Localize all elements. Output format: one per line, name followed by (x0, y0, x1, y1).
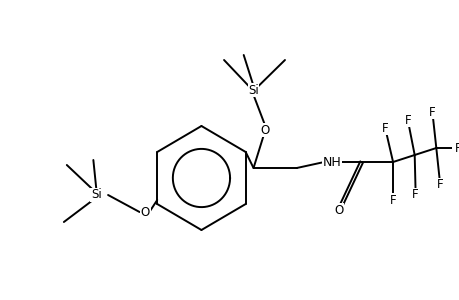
Text: O: O (140, 206, 150, 218)
Text: F: F (389, 194, 396, 206)
Text: F: F (436, 178, 442, 191)
Text: F: F (411, 188, 418, 202)
Text: O: O (260, 124, 269, 136)
Text: F: F (428, 106, 435, 118)
Text: F: F (453, 142, 459, 154)
Text: F: F (381, 122, 388, 134)
Text: NH: NH (322, 155, 341, 169)
Text: F: F (403, 113, 410, 127)
Text: O: O (334, 203, 343, 217)
Text: Si: Si (247, 83, 258, 97)
Text: Si: Si (91, 188, 101, 202)
